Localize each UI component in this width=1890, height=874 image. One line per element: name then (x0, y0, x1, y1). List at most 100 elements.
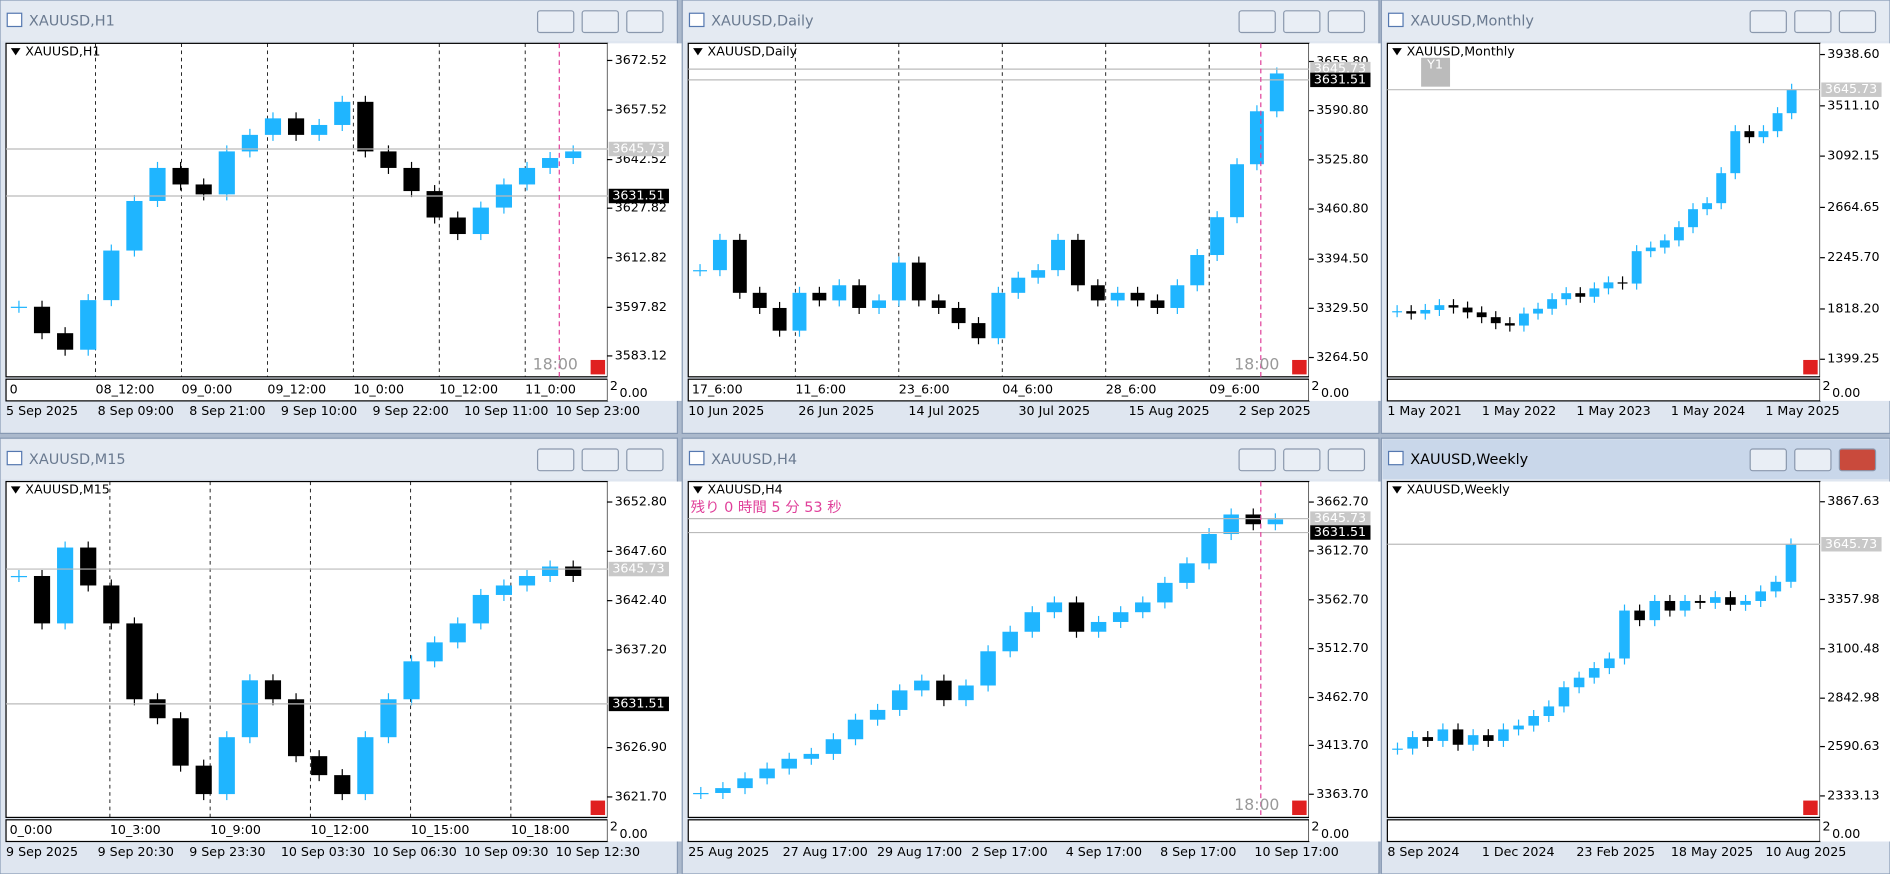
candle (825, 739, 842, 754)
candle (1448, 305, 1459, 308)
ask-label: 3631.51 (1314, 524, 1366, 539)
candle (1504, 323, 1515, 326)
maximize-button[interactable] (1794, 448, 1832, 472)
date-label: 9 Sep 22:00 (372, 403, 448, 418)
one-click-button[interactable] (1292, 800, 1307, 816)
y-tick-label: 2333.13 (1827, 787, 1879, 802)
y-tick-label: 3621.70 (615, 788, 667, 803)
time-marker: 18:00 (1234, 795, 1279, 814)
candle (732, 239, 747, 293)
bid-tag (1821, 537, 1882, 552)
indicator-subwindow (1386, 378, 1821, 402)
candle (1434, 305, 1445, 310)
minimize-button[interactable] (1749, 10, 1787, 34)
sub-max: 2 (610, 378, 618, 393)
date-label: 26 Jun 2025 (798, 403, 874, 418)
date-label: 15 Aug 2025 (1129, 403, 1210, 418)
close-button[interactable] (626, 10, 664, 34)
candle (1422, 737, 1434, 741)
minimize-button[interactable] (1238, 448, 1276, 472)
ask-tag (608, 696, 669, 712)
y-tick-label: 3652.80 (615, 494, 667, 509)
candle (1157, 582, 1173, 603)
candle (931, 300, 946, 308)
chart-area (1386, 42, 1821, 378)
one-click-button[interactable] (1292, 359, 1307, 375)
candle (1269, 73, 1284, 112)
candle (1179, 563, 1195, 583)
close-button[interactable] (1838, 448, 1877, 472)
candle (1462, 307, 1473, 313)
one-click-button[interactable] (1803, 359, 1818, 375)
maximize-button[interactable] (1794, 10, 1832, 34)
chart-label-arrow (1392, 48, 1402, 56)
candle (1201, 534, 1217, 564)
candle (218, 737, 235, 795)
price-axis (1820, 43, 1890, 401)
minimize-button[interactable] (536, 448, 575, 472)
candle (57, 333, 74, 350)
candle (1533, 308, 1543, 314)
candle (172, 167, 189, 185)
candle (1603, 282, 1614, 289)
candle (195, 765, 212, 795)
candle (103, 250, 120, 301)
bid-label: 3645.73 (1314, 61, 1366, 76)
date-label: 8 Sep 17:00 (1160, 844, 1236, 859)
candle (869, 709, 886, 720)
maximize-button[interactable] (581, 10, 619, 34)
y-tick-label: 2245.70 (1827, 249, 1879, 264)
date-label: 10 Sep 17:00 (1254, 844, 1338, 859)
y-tick-label: 3357.98 (1827, 591, 1879, 606)
date-label: 2 Sep 2025 (1239, 403, 1311, 418)
candle (1170, 285, 1185, 308)
maximize-button[interactable] (1283, 448, 1321, 472)
bid-label: 3645.73 (1314, 510, 1366, 525)
time-label: 23_6:00 (899, 382, 950, 397)
time-label: 10_15:00 (411, 822, 470, 837)
time-label: 10_3:00 (110, 822, 161, 837)
candle (1716, 173, 1727, 204)
candle (287, 118, 305, 135)
y-tick-label: 2590.63 (1827, 738, 1879, 753)
indicator-subwindow (1386, 819, 1821, 843)
minimize-button[interactable] (1238, 10, 1276, 34)
bid-label: 3645.73 (612, 141, 664, 156)
candle (852, 285, 867, 308)
one-click-button[interactable] (1803, 800, 1818, 816)
maximize-button[interactable] (1283, 10, 1321, 34)
candle (472, 594, 489, 624)
period-button[interactable] (1421, 57, 1451, 87)
candle (1710, 597, 1721, 603)
y-tick-label: 3637.20 (615, 641, 667, 656)
date-label: 1 May 2023 (1576, 403, 1650, 418)
date-label: 1 May 2021 (1387, 403, 1461, 418)
close-button[interactable] (1327, 448, 1366, 472)
candle (1490, 317, 1501, 324)
time-label: 09_6:00 (1209, 382, 1260, 397)
time-label: 11_0:00 (525, 382, 576, 397)
y-tick-label: 3626.90 (615, 739, 667, 754)
close-button[interactable] (1838, 10, 1877, 34)
minimize-button[interactable] (1749, 448, 1787, 472)
chart-label-arrow (10, 48, 21, 56)
one-click-button[interactable] (590, 800, 606, 816)
candle (781, 758, 797, 769)
candle (449, 623, 466, 643)
close-button[interactable] (1327, 10, 1366, 34)
window-title: XAUUSD,Daily (711, 14, 814, 30)
date-label: 1 Dec 2024 (1482, 844, 1555, 859)
candle (311, 124, 328, 135)
close-button[interactable] (626, 448, 664, 472)
candle (1702, 203, 1713, 210)
candle (33, 306, 51, 334)
candle (1031, 270, 1046, 278)
one-click-button[interactable] (590, 359, 606, 375)
candle (1150, 300, 1165, 308)
candle (958, 685, 974, 701)
y-tick-label: 3612.70 (1316, 542, 1368, 557)
minimize-button[interactable] (536, 10, 575, 34)
time-label: 10_12:00 (439, 382, 498, 397)
candle (872, 300, 886, 308)
maximize-button[interactable] (581, 448, 619, 472)
